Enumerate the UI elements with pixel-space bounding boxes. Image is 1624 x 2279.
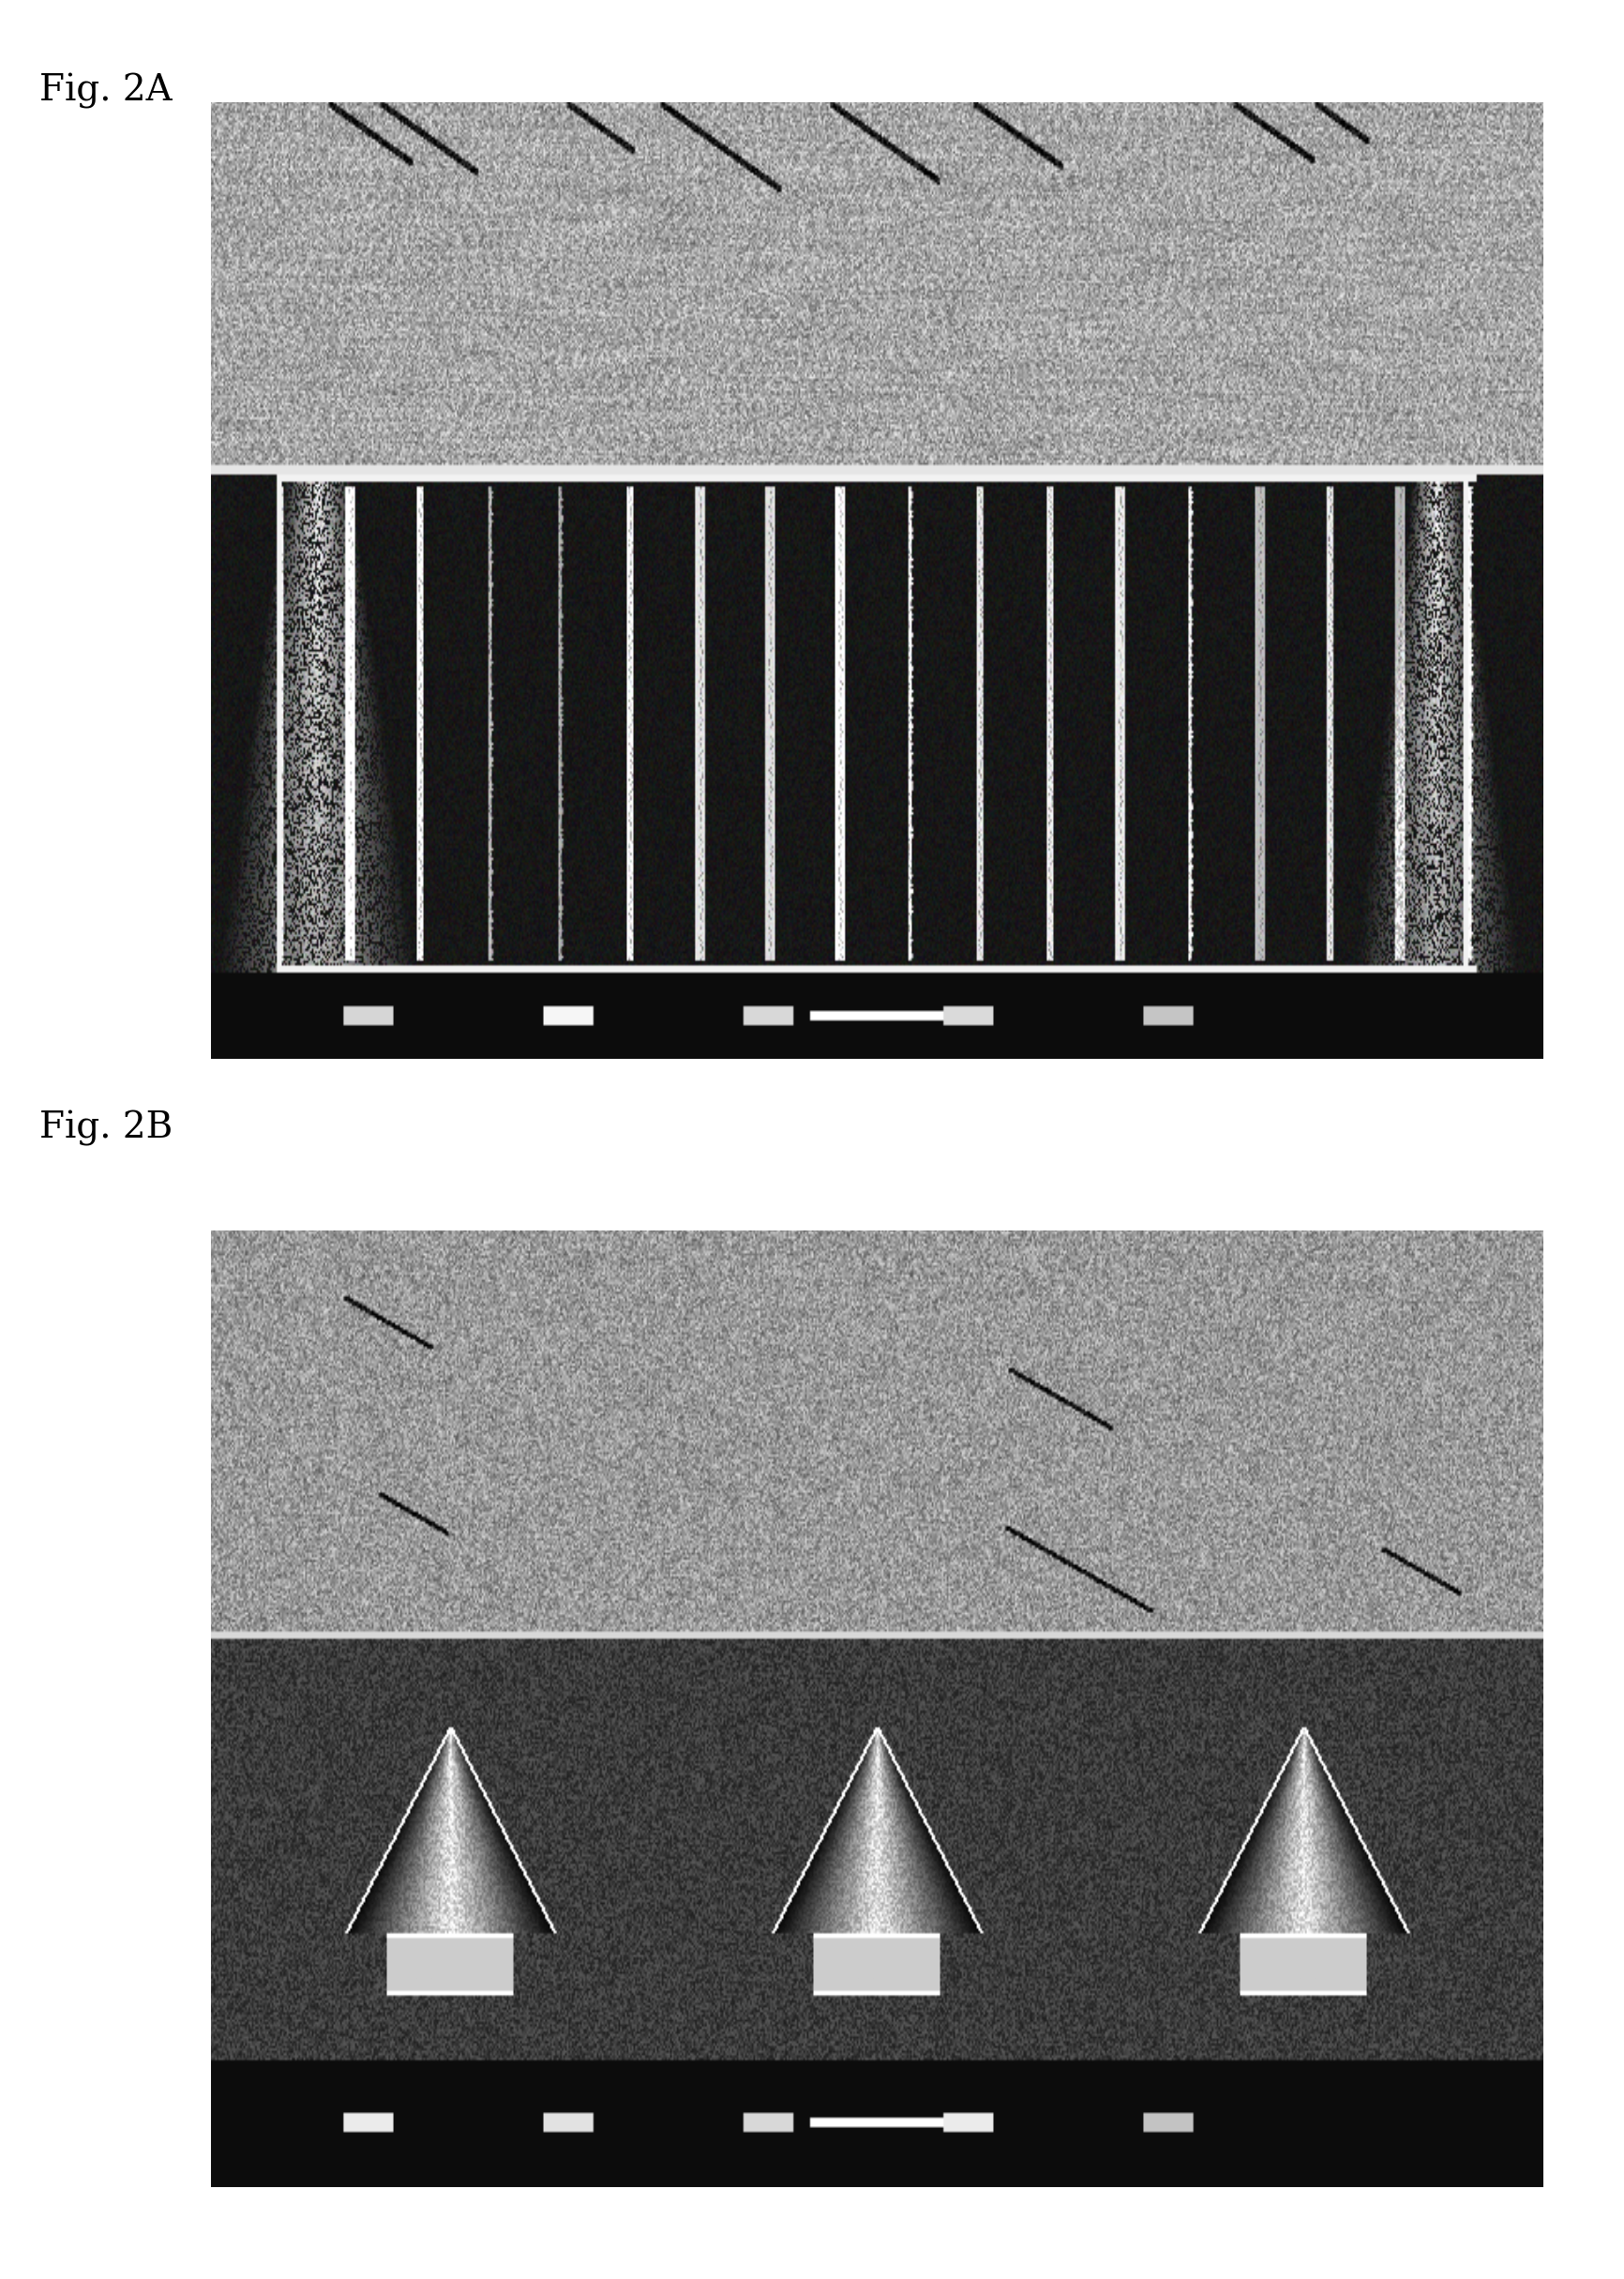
Text: Fig. 2B: Fig. 2B [39, 1110, 172, 1146]
Text: Fig. 2A: Fig. 2A [39, 73, 172, 109]
